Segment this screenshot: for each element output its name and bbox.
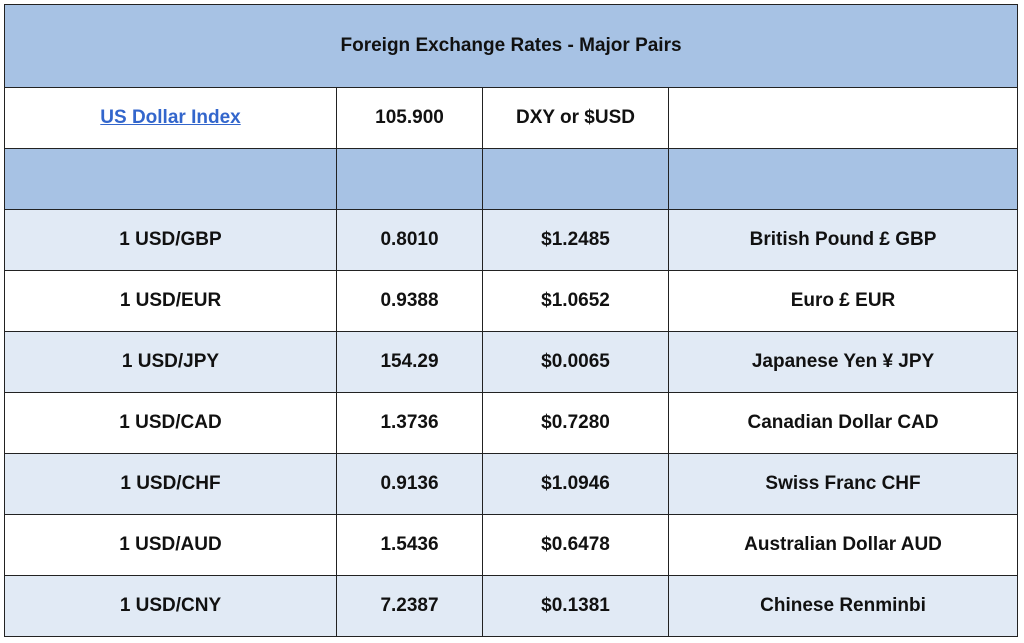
dollar-index-symbol: DXY or $USD [482,87,669,149]
usd-value-cell: $1.0946 [482,453,669,515]
dollar-index-value: 105.900 [336,87,483,149]
exchange-rate-cell: 0.8010 [336,209,483,271]
exchange-rate-cell: 0.9136 [336,453,483,515]
exchange-rate-cell: 7.2387 [336,575,483,637]
currency-name-cell: Chinese Renminbi [667,575,1019,637]
table-title-row: Foreign Exchange Rates - Major Pairs [3,4,1019,88]
currency-pair-cell: 1 USD/JPY [4,331,337,393]
exchange-rate-cell: 154.29 [336,331,483,393]
currency-name-cell: Japanese Yen ¥ JPY [667,331,1019,393]
currency-pair-cell: 1 USD/EUR [4,270,337,332]
fx-rates-table: Foreign Exchange Rates - Major Pairs US … [3,4,1019,637]
currency-name-cell: British Pound £ GBP [667,209,1019,271]
table-row: 1 USD/CNY 7.2387 $0.1381 Chinese Renminbi [4,575,1019,637]
blank-header-row [4,148,1019,210]
blank-header-cell [482,148,669,210]
table-row: 1 USD/GBP 0.8010 $1.2485 British Pound £ GB… [4,209,1019,271]
usd-value-cell: $0.1381 [482,575,669,637]
table-row: 1 USD/CAD 1.3736 $0.7280 Canadian Dollar CA… [4,392,1019,454]
blank-header-cell [4,148,337,210]
currency-name-cell: Canadian Dollar CAD [667,392,1019,454]
table-row: 1 USD/AUD 1.5436 $0.6478 Australian Dollar … [4,514,1019,576]
currency-pair-cell: 1 USD/CAD [4,392,337,454]
currency-name-cell: Australian Dollar AUD [667,514,1019,576]
exchange-rate-cell: 1.3736 [336,392,483,454]
dollar-index-cell: US Dollar Index [4,87,337,149]
exchange-rate-cell: 0.9388 [336,270,483,332]
table-row: 1 USD/JPY 154.29 $0.0065 Japanese Yen ¥ JPY [4,331,1019,393]
currency-name-cell: Swiss Franc CHF [667,453,1019,515]
exchange-rate-cell: 1.5436 [336,514,483,576]
usd-value-cell: $1.2485 [482,209,669,271]
table-title: Foreign Exchange Rates - Major Pairs [3,4,1019,88]
dollar-index-link[interactable]: US Dollar Index [100,107,241,128]
usd-value-cell: $0.0065 [482,331,669,393]
currency-pair-cell: 1 USD/GBP [4,209,337,271]
usd-value-cell: $1.0652 [482,270,669,332]
currency-pair-cell: 1 USD/CNY [4,575,337,637]
blank-header-cell [667,148,1019,210]
fx-table-container: Foreign Exchange Rates - Major Pairs US … [3,4,1019,637]
currency-name-cell: Euro £ EUR [667,270,1019,332]
table-row: 1 USD/CHF 0.9136 $1.0946 Swiss Franc CHF [4,453,1019,515]
usd-value-cell: $0.6478 [482,514,669,576]
dollar-index-extra [667,87,1019,149]
table-row: 1 USD/EUR 0.9388 $1.0652 Euro £ EUR [4,270,1019,332]
currency-pair-cell: 1 USD/CHF [4,453,337,515]
dollar-index-row: US Dollar Index 105.900 DXY or $USD [4,87,1019,149]
blank-header-cell [336,148,483,210]
currency-pair-cell: 1 USD/AUD [4,514,337,576]
usd-value-cell: $0.7280 [482,392,669,454]
